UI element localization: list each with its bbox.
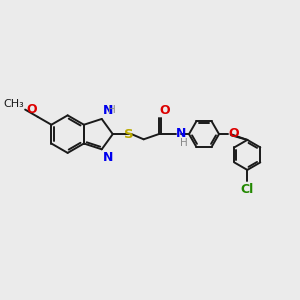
Text: S: S [124,128,134,141]
Text: N: N [176,127,187,140]
Text: Cl: Cl [241,183,254,196]
Text: H: H [108,105,116,115]
Text: O: O [228,127,238,140]
Text: N: N [103,151,113,164]
Text: CH₃: CH₃ [4,99,24,109]
Text: O: O [159,103,170,116]
Text: H: H [180,138,188,148]
Text: O: O [26,103,37,116]
Text: N: N [103,104,113,117]
